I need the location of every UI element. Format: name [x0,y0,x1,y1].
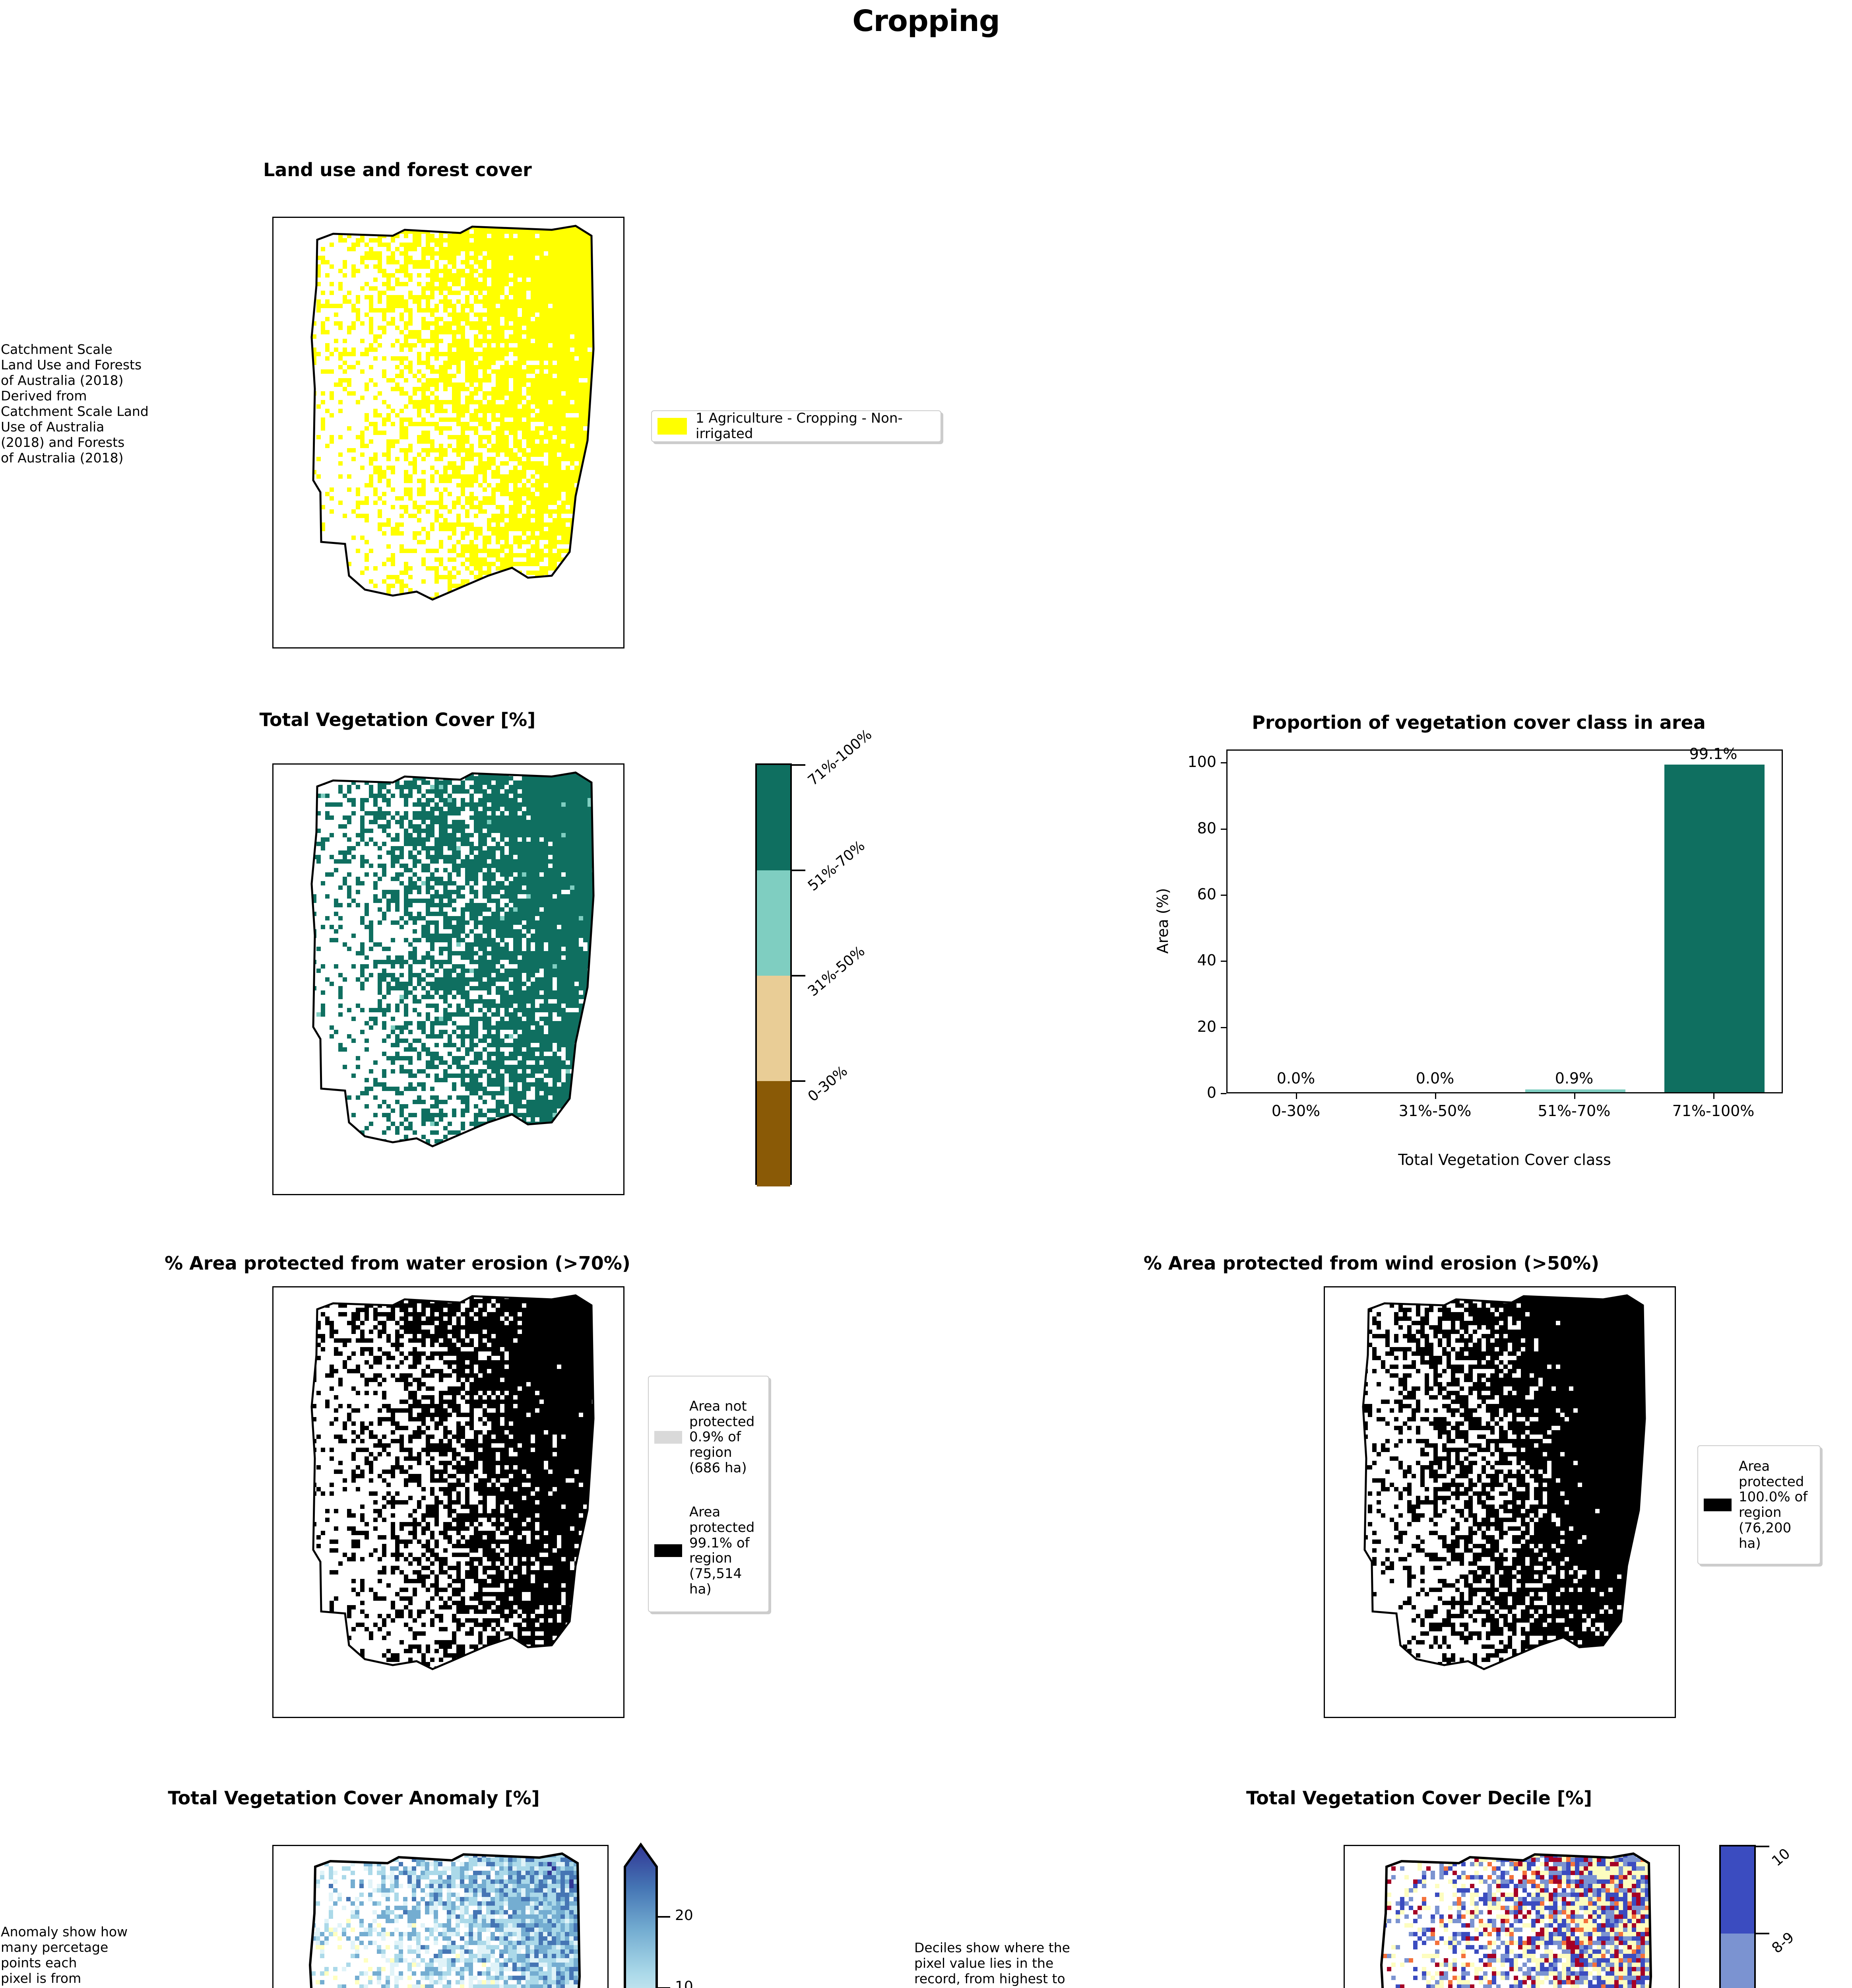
decile-note: Deciles show where the pixel value lies … [914,1940,1070,1988]
bar-ytick-4 [1221,828,1226,830]
bar-ytick-2 [1221,961,1226,962]
bar-xtick-label-2: 51%-70% [1538,1102,1611,1120]
bar-ytick-3 [1221,894,1226,896]
wind-erosion-title: % Area protected from wind erosion (>50%… [1143,1252,1600,1274]
decile-colorbar-tick-1 [1756,1932,1769,1934]
decile-colorbar[interactable] [1719,1845,1756,1988]
bar-2[interactable] [1525,1089,1625,1092]
vegcover-colorbar-tick-1 [792,870,805,871]
anomaly-title: Total Vegetation Cover Anomaly [%] [168,1787,540,1809]
vegcover-colorbar-label-2: 31%-50% [805,943,868,1000]
wind-erosion-map-canvas [1325,1287,1675,1717]
barchart-plot-area[interactable] [1226,749,1783,1093]
vegcover-colorbar[interactable] [755,763,792,1186]
vegcover-colorbar-tick-3 [792,1080,805,1082]
decile-colorbar-label-1: 8-9 [1769,1929,1798,1957]
decile-map[interactable] [1344,1845,1680,1988]
bar-ytick-label-0: 0 [1206,1084,1216,1101]
water-erosion-map-canvas [273,1287,623,1717]
bar-xtick-0 [1296,1093,1297,1099]
bar-ytick-label-1: 20 [1197,1017,1216,1035]
wind-erosion-map[interactable] [1324,1286,1676,1718]
legend-swatch-cropping [657,418,687,435]
bar-ytick-5 [1221,762,1226,764]
bar-xtick-label-3: 71%-100% [1672,1102,1755,1120]
legend-swatch-area-not-protected [654,1431,682,1444]
landuse-note: Catchment Scale Land Use and Forests of … [1,342,149,466]
bar-value-label-3: 99.1% [1689,745,1738,763]
decile-map-canvas [1345,1846,1679,1988]
legend-label-area-not-protected: Area not protected 0.9% of region (686 h… [689,1398,755,1476]
vegcover-colorbar-segment-2 [757,976,790,1081]
vegcover-colorbar-label-3: 0-30% [805,1063,851,1105]
barchart-title: Proportion of vegetation cover class in … [1252,712,1706,733]
barchart-ylabel: Area (%) [1154,887,1171,954]
vegcover-map[interactable] [272,763,624,1195]
water-erosion-map[interactable] [272,1286,624,1718]
vegcover-map-canvas [273,765,623,1194]
bar-value-label-1: 0.0% [1416,1070,1454,1087]
decile-colorbar-label-0: 10 [1769,1845,1794,1870]
bar-ytick-1 [1221,1027,1226,1028]
vegcover-colorbar-label-0: 71%-100% [805,726,875,789]
bar-ytick-label-4: 80 [1197,819,1216,837]
legend-swatch-area-protected-wind [1704,1499,1732,1511]
anomaly-colorbar-wrap[interactable] [616,1839,751,1988]
decile-colorbar-tick-0 [1756,1846,1769,1847]
vegcover-colorbar-tick-0 [792,764,805,766]
anomaly-colorbar-tick-0 [657,1916,670,1918]
anomaly-colorbar-tick-1 [657,1987,670,1988]
vegcover-colorbar-segment-1 [757,870,790,976]
decile-colorbar-segment-1 [1721,1933,1754,1988]
vegcover-title: Total Vegetation Cover [%] [259,709,536,730]
vegcover-colorbar-label-1: 51%-70% [805,837,868,895]
anomaly-map[interactable] [272,1845,609,1988]
vegcover-colorbar-segment-0 [757,765,790,870]
bar-ytick-label-3: 60 [1197,885,1216,903]
landuse-map[interactable] [272,217,624,648]
decile-colorbar-segment-0 [1721,1846,1754,1934]
bar-ytick-label-5: 100 [1187,753,1216,771]
landuse-map-canvas [273,218,623,647]
anomaly-colorbar-label-0: 20 [675,1907,693,1924]
vegcover-barchart: Proportion of vegetation cover class in … [1141,712,1817,1229]
legend-label-area-protected-wind: Area protected 100.0% of region (76,200 … [1739,1458,1808,1551]
bar-xtick-label-0: 0-30% [1271,1102,1321,1120]
landuse-title: Land use and forest cover [263,159,532,181]
anomaly-note: Anomaly show how many percetage points e… [1,1924,128,1988]
bar-3[interactable] [1664,764,1765,1092]
vegcover-colorbar-segment-3 [757,1081,790,1186]
bar-ytick-label-2: 40 [1197,951,1216,969]
bar-value-label-2: 0.9% [1555,1070,1594,1087]
legend-label-area-protected: Area protected 99.1% of region (75,514 h… [689,1504,755,1597]
anomaly-map-canvas [273,1846,607,1988]
barchart-xlabel: Total Vegetation Cover class [1398,1151,1611,1169]
wind-erosion-legend[interactable]: Area protected 100.0% of region (76,200 … [1697,1445,1821,1565]
legend-swatch-area-protected [654,1544,682,1557]
bar-xtick-1 [1435,1093,1436,1099]
anomaly-colorbar-label-1: 10 [675,1978,693,1988]
page-title: Cropping [852,4,1000,38]
decile-title: Total Vegetation Cover Decile [%] [1246,1787,1592,1809]
bar-xtick-2 [1574,1093,1575,1099]
vegcover-colorbar-tick-2 [792,975,805,977]
bar-ytick-0 [1221,1093,1226,1094]
landuse-legend[interactable]: 1 Agriculture - Cropping - Non-irrigated [651,410,941,442]
bar-value-label-0: 0.0% [1276,1070,1315,1087]
bar-xtick-3 [1713,1093,1714,1099]
water-erosion-title: % Area protected from water erosion (>70… [165,1252,630,1274]
bar-xtick-label-1: 31%-50% [1398,1102,1472,1120]
legend-label-cropping: 1 Agriculture - Cropping - Non-irrigated [696,410,903,442]
water-erosion-legend[interactable]: Area not protected 0.9% of region (686 h… [648,1376,769,1612]
